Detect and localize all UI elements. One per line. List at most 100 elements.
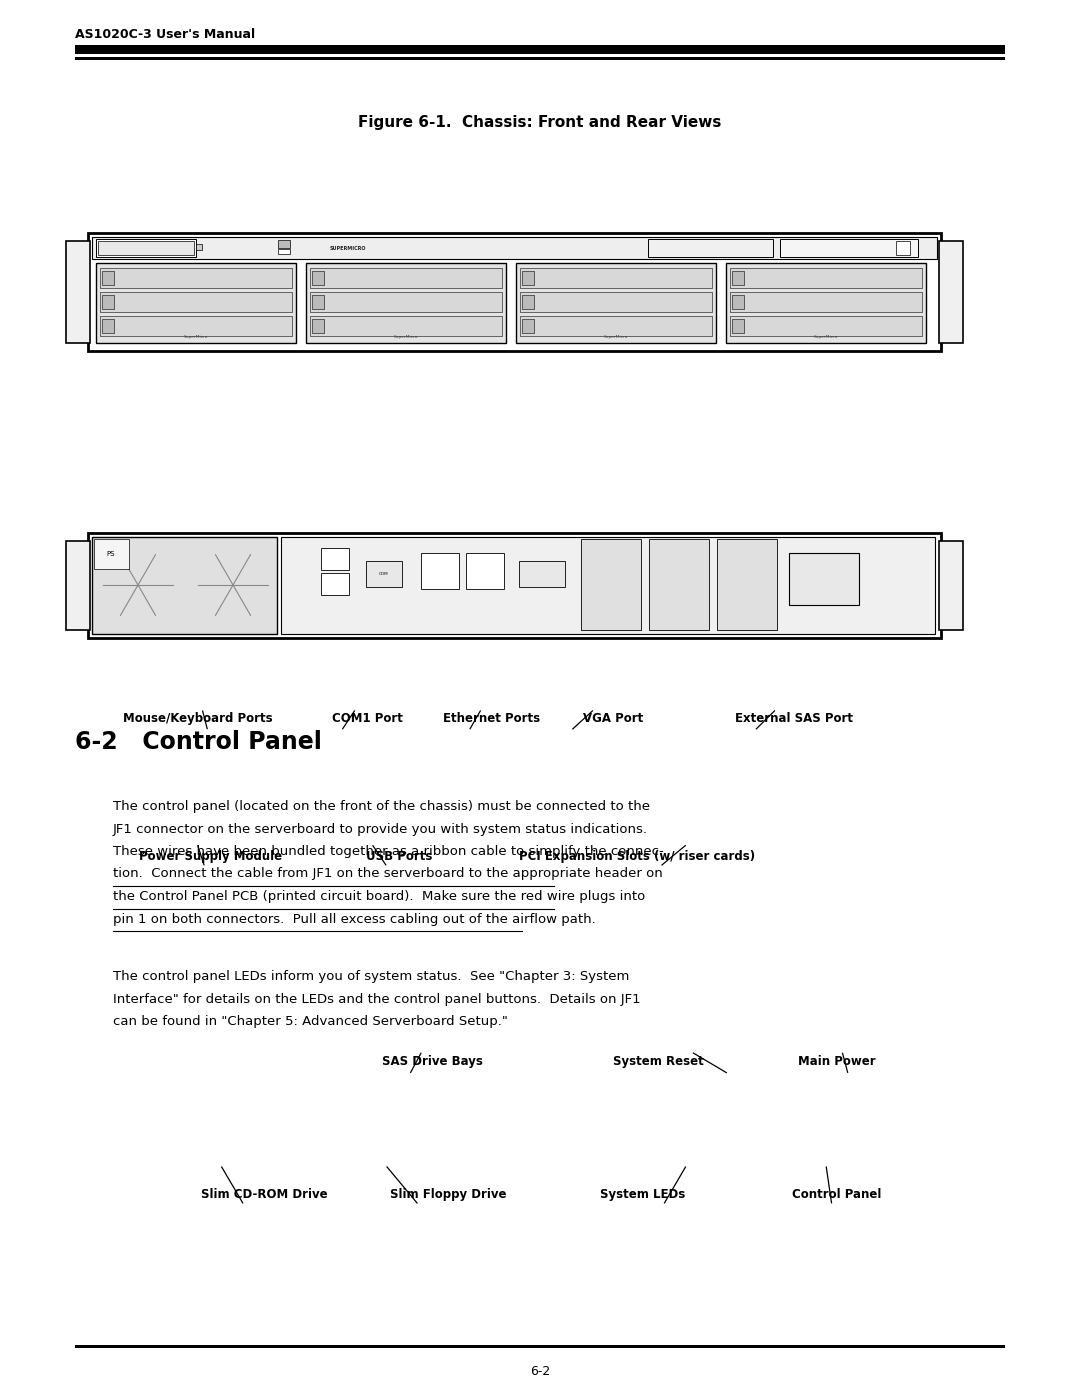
Bar bbox=[310, 292, 502, 312]
Bar bbox=[939, 242, 963, 344]
Bar bbox=[321, 548, 349, 570]
Bar bbox=[732, 319, 744, 332]
Bar bbox=[100, 316, 292, 337]
Bar bbox=[102, 271, 114, 285]
Bar bbox=[310, 316, 502, 337]
Text: 6-2: 6-2 bbox=[530, 1365, 550, 1377]
Circle shape bbox=[486, 321, 494, 330]
Text: tion.  Connect the cable from JF1 on the serverboard to the appropriate header o: tion. Connect the cable from JF1 on the … bbox=[113, 868, 663, 880]
Bar bbox=[102, 319, 114, 332]
Text: can be found in "Chapter 5: Advanced Serverboard Setup.": can be found in "Chapter 5: Advanced Ser… bbox=[113, 1016, 508, 1028]
Bar bbox=[658, 242, 669, 251]
Bar bbox=[310, 268, 502, 288]
Bar bbox=[310, 292, 502, 312]
Circle shape bbox=[486, 298, 494, 306]
Circle shape bbox=[485, 555, 491, 560]
Bar bbox=[75, 1345, 1005, 1348]
Text: The control panel (located on the front of the chassis) must be connected to the: The control panel (located on the front … bbox=[113, 800, 650, 813]
Bar bbox=[465, 553, 504, 590]
Circle shape bbox=[498, 268, 502, 274]
Bar bbox=[92, 237, 937, 258]
Bar bbox=[310, 268, 502, 288]
Text: SuperMicro: SuperMicro bbox=[184, 335, 208, 339]
Text: AS1020C-3 User's Manual: AS1020C-3 User's Manual bbox=[75, 28, 255, 41]
Bar bbox=[100, 316, 292, 337]
Circle shape bbox=[471, 555, 477, 560]
Circle shape bbox=[132, 578, 144, 591]
Bar bbox=[366, 562, 402, 587]
Circle shape bbox=[498, 281, 502, 285]
Bar bbox=[730, 316, 922, 337]
Circle shape bbox=[696, 274, 704, 282]
Text: VGA Port: VGA Port bbox=[583, 712, 644, 725]
Circle shape bbox=[804, 243, 813, 253]
Circle shape bbox=[906, 321, 914, 330]
Bar bbox=[100, 292, 292, 312]
Circle shape bbox=[287, 268, 293, 274]
Bar bbox=[730, 316, 922, 337]
Bar bbox=[96, 239, 195, 257]
Bar bbox=[522, 319, 534, 332]
Bar bbox=[98, 242, 194, 256]
Bar bbox=[421, 553, 459, 590]
Circle shape bbox=[276, 298, 284, 306]
Text: COM1 Port: COM1 Port bbox=[332, 712, 403, 725]
Text: System LEDs: System LEDs bbox=[600, 1189, 685, 1201]
Text: Power Supply Module: Power Supply Module bbox=[139, 851, 282, 863]
Bar bbox=[519, 316, 712, 337]
Circle shape bbox=[696, 321, 704, 330]
Text: SAS Drive Bays: SAS Drive Bays bbox=[381, 1055, 483, 1067]
Circle shape bbox=[918, 281, 922, 285]
Circle shape bbox=[426, 555, 432, 560]
Text: Figure 6-1.  Chassis: Front and Rear Views: Figure 6-1. Chassis: Front and Rear View… bbox=[359, 115, 721, 130]
Bar bbox=[522, 271, 534, 285]
Bar bbox=[278, 249, 291, 254]
Bar bbox=[100, 268, 292, 288]
Circle shape bbox=[707, 268, 713, 274]
Text: PCI Expansion Slots (w/ riser cards): PCI Expansion Slots (w/ riser cards) bbox=[519, 851, 755, 863]
Bar bbox=[730, 292, 922, 312]
Bar bbox=[195, 244, 202, 250]
Text: Interface" for details on the LEDs and the control panel buttons.  Details on JF: Interface" for details on the LEDs and t… bbox=[113, 992, 640, 1006]
Bar bbox=[522, 295, 534, 309]
Bar bbox=[732, 271, 744, 285]
Text: SuperMicro: SuperMicro bbox=[604, 335, 629, 339]
Circle shape bbox=[918, 268, 922, 274]
Bar bbox=[312, 271, 324, 285]
Text: 6-2   Control Panel: 6-2 Control Panel bbox=[75, 731, 322, 754]
Circle shape bbox=[276, 274, 284, 282]
Bar bbox=[519, 292, 712, 312]
Bar bbox=[519, 562, 565, 587]
Bar bbox=[96, 263, 296, 344]
Circle shape bbox=[486, 274, 494, 282]
Bar bbox=[87, 233, 941, 351]
Bar bbox=[726, 263, 926, 344]
Text: Mouse/Keyboard Ports: Mouse/Keyboard Ports bbox=[123, 712, 272, 725]
Bar bbox=[278, 240, 291, 249]
Bar bbox=[75, 45, 1005, 54]
Bar bbox=[75, 57, 1005, 60]
Bar bbox=[312, 295, 324, 309]
Circle shape bbox=[755, 244, 761, 251]
Text: System Reset: System Reset bbox=[613, 1055, 704, 1067]
Bar bbox=[516, 263, 716, 344]
Bar bbox=[674, 242, 684, 251]
Circle shape bbox=[276, 321, 284, 330]
Bar bbox=[519, 292, 712, 312]
Bar bbox=[519, 316, 712, 337]
Text: Ethernet Ports: Ethernet Ports bbox=[443, 712, 540, 725]
Bar bbox=[100, 268, 292, 288]
Text: SuperMicro: SuperMicro bbox=[394, 335, 418, 339]
Circle shape bbox=[707, 281, 713, 285]
Circle shape bbox=[718, 244, 726, 251]
Text: JF1 connector on the serverboard to provide you with system status indications.: JF1 connector on the serverboard to prov… bbox=[113, 823, 648, 835]
Bar bbox=[789, 553, 859, 605]
Text: SuperMicro: SuperMicro bbox=[814, 335, 838, 339]
Circle shape bbox=[906, 298, 914, 306]
Bar bbox=[732, 295, 744, 309]
Circle shape bbox=[853, 243, 863, 253]
Bar bbox=[321, 573, 349, 595]
Text: Slim CD-ROM Drive: Slim CD-ROM Drive bbox=[201, 1189, 328, 1201]
Circle shape bbox=[743, 244, 750, 251]
Circle shape bbox=[706, 244, 714, 251]
